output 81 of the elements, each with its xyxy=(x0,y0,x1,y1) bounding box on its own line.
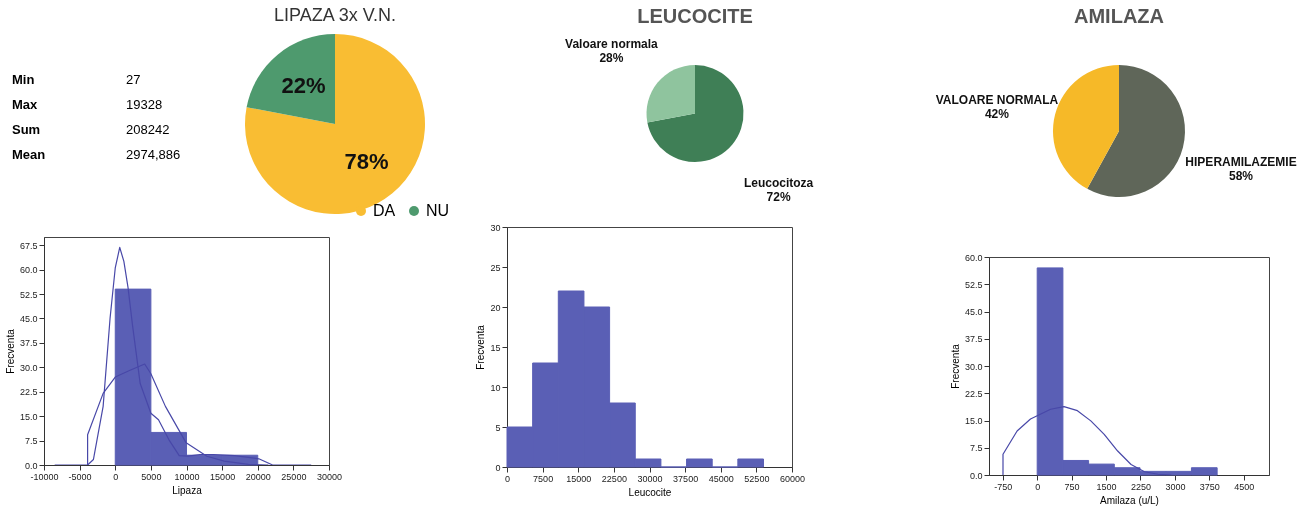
x-tick-label: 10000 xyxy=(174,471,200,482)
y-tick-label: 0.0 xyxy=(24,460,38,471)
category-label: Max xyxy=(12,96,39,112)
text: 27 xyxy=(126,71,141,87)
x-tick-label: 15000 xyxy=(210,471,236,482)
x-tick-label: 45000 xyxy=(708,473,734,484)
category-label: Sum xyxy=(12,121,41,137)
x-tick-label: 2250 xyxy=(1130,481,1151,492)
x-tick-label: 30000 xyxy=(316,471,343,482)
y-tick-label: 25 xyxy=(490,262,501,273)
slice-label: Valoare normala xyxy=(565,37,659,52)
slice-label: Leucocitoza xyxy=(743,175,814,190)
data-label: 78% xyxy=(344,149,389,175)
y-tick-label: 22.5 xyxy=(19,387,38,398)
y-tick-label: 7.5 xyxy=(24,436,38,447)
x-axis-title: Leucocite xyxy=(628,486,672,498)
chart-title: AMILAZA xyxy=(1074,5,1164,27)
y-tick-label: 60.0 xyxy=(964,252,983,263)
x-tick-label: 15000 xyxy=(566,473,592,484)
text: 19328 xyxy=(126,96,163,112)
y-tick-label: 52.5 xyxy=(19,289,38,300)
x-tick-label: -750 xyxy=(994,481,1013,492)
chart-title: LIPAZA 3x V.N. xyxy=(273,5,397,25)
x-tick-label: 0 xyxy=(113,471,119,482)
x-tick-label: 60000 xyxy=(779,473,806,484)
y-tick-label: 10 xyxy=(490,382,501,393)
chart-title: LEUCOCITE xyxy=(637,5,753,27)
y-tick-label: 22.5 xyxy=(964,388,983,399)
data-label: 22% xyxy=(281,72,326,98)
y-axis-title: Frecventa xyxy=(475,324,487,370)
category-label: Mean xyxy=(12,146,46,162)
x-axis-title: Amilaza (u/L) xyxy=(1100,494,1159,506)
x-tick-label: -5000 xyxy=(68,471,92,482)
x-tick-label: 3000 xyxy=(1165,481,1186,492)
x-axis-title: Lipaza xyxy=(172,484,203,496)
x-tick-label: 1500 xyxy=(1096,481,1117,492)
x-tick-label: -10000 xyxy=(30,471,59,482)
y-tick-label: 52.5 xyxy=(964,279,983,290)
x-tick-label: 750 xyxy=(1064,481,1080,492)
x-tick-label: 37500 xyxy=(673,473,699,484)
y-tick-label: 30.0 xyxy=(19,362,38,373)
y-tick-label: 67.5 xyxy=(19,240,38,251)
y-tick-label: 45.0 xyxy=(964,307,983,317)
text: 2974,886 xyxy=(126,146,181,162)
data-label: 58% xyxy=(1229,169,1254,184)
y-tick-label: 37.5 xyxy=(19,338,38,349)
y-tick-label: 7.5 xyxy=(969,443,983,454)
x-tick-label: 30000 xyxy=(637,473,663,484)
x-tick-label: 20000 xyxy=(245,471,271,482)
x-tick-label: 7500 xyxy=(533,473,554,484)
y-tick-label: 45.0 xyxy=(19,313,38,324)
y-tick-label: 20 xyxy=(490,302,501,313)
data-label: 42% xyxy=(984,106,1010,121)
y-axis-title: Frecventa xyxy=(4,328,16,374)
data-label: 72% xyxy=(766,189,791,204)
data-label: 28% xyxy=(599,51,624,66)
x-tick-label: 22500 xyxy=(601,473,627,484)
y-tick-label: 15.0 xyxy=(964,416,983,426)
text: 208242 xyxy=(126,121,170,137)
legend-label: DA xyxy=(373,202,396,219)
y-tick-label: 30.0 xyxy=(964,361,983,372)
legend-label: NU xyxy=(426,202,450,219)
x-tick-label: 52500 xyxy=(744,473,770,484)
y-tick-label: 60.0 xyxy=(19,265,38,276)
slice-label: HIPERAMILAZEMIE xyxy=(1185,155,1297,170)
x-tick-label: 25000 xyxy=(281,471,307,482)
y-tick-label: 30 xyxy=(490,222,501,233)
y-tick-label: 0 xyxy=(495,462,501,473)
y-tick-label: 37.5 xyxy=(964,334,983,345)
x-tick-label: 5000 xyxy=(141,471,162,482)
y-tick-label: 15 xyxy=(490,342,501,353)
category-label: Min xyxy=(12,71,35,87)
x-tick-label: 4500 xyxy=(1234,481,1255,492)
x-tick-label: 0 xyxy=(504,473,511,484)
slice-label: VALOARE NORMALA xyxy=(935,92,1059,107)
y-axis-title: Frecventa xyxy=(949,343,961,389)
y-tick-label: 0.0 xyxy=(969,470,983,481)
y-tick-label: 15.0 xyxy=(19,411,38,422)
x-tick-label: 0 xyxy=(1035,481,1041,492)
x-tick-label: 3750 xyxy=(1199,481,1220,492)
y-tick-label: 5 xyxy=(495,422,501,433)
